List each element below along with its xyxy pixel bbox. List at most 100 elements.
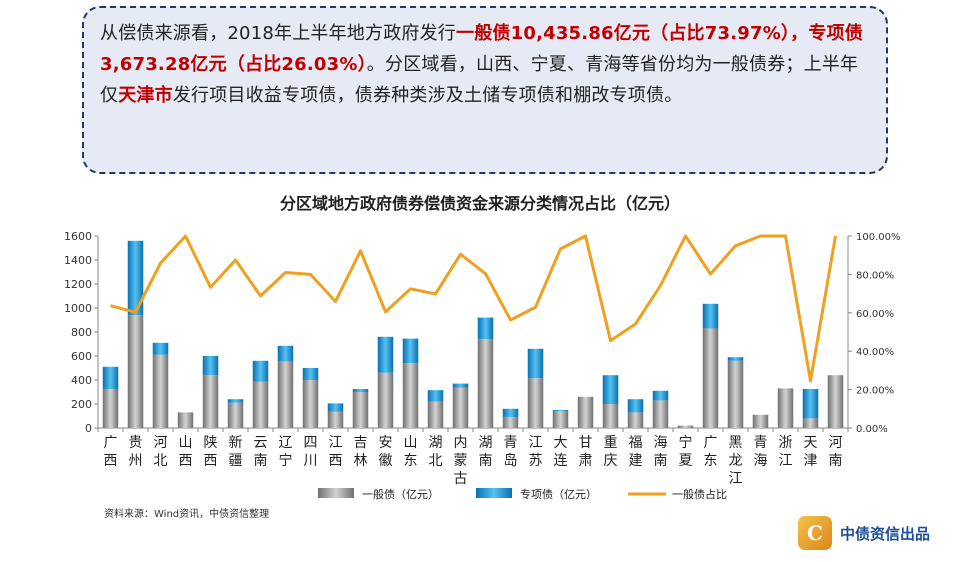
bar-general xyxy=(427,401,444,428)
bar-special xyxy=(402,338,419,364)
x-tick-label: 山 xyxy=(404,435,418,451)
x-tick-label: 天 xyxy=(804,435,818,451)
source-note: 资料来源：Wind资讯，中债资信整理 xyxy=(104,509,270,520)
x-tick-label: 岛 xyxy=(504,453,518,469)
x-tick-label: 夏 xyxy=(679,453,693,469)
x-tick-label: 徽 xyxy=(379,453,393,469)
y-left-tick-label: 1000 xyxy=(64,302,92,315)
chart-title: 分区域地方政府债券偿债资金来源分类情况占比（亿元） xyxy=(279,194,680,213)
bar-general xyxy=(527,378,544,428)
bar-general xyxy=(502,417,519,428)
x-tick-label: 青 xyxy=(754,435,768,451)
bar-special xyxy=(152,342,169,355)
bar-general xyxy=(202,375,219,428)
summary-box: 从偿债来源看，2018年上半年地方政府发行一般债10,435.86亿元（占比73… xyxy=(82,6,888,174)
y-left-tick-label: 200 xyxy=(71,398,92,411)
bar-special xyxy=(702,303,719,329)
bar-special xyxy=(227,399,244,403)
bar-special xyxy=(352,389,369,392)
bar-special xyxy=(202,356,219,376)
x-tick-label: 江 xyxy=(729,471,743,487)
bar-special xyxy=(427,390,444,402)
summary-seg-3: 。分区域看，山西、宁夏、青海等省份均为一般债券；上半年仅 xyxy=(100,54,859,106)
x-tick-label: 津 xyxy=(804,453,818,469)
x-tick-label: 新 xyxy=(229,435,243,451)
bar-general xyxy=(277,361,294,428)
summary-highlight-bonds: 一般债10,435.86亿元（占比73.97%），专项债3,673.28亿元（占… xyxy=(100,23,863,75)
y-left-tick-label: 1600 xyxy=(64,230,92,243)
x-tick-label: 宁 xyxy=(279,452,293,469)
bar-special xyxy=(127,240,144,316)
bar-general xyxy=(827,375,844,428)
y-right-tick-label: 20.00% xyxy=(856,386,894,397)
bar-special xyxy=(802,389,819,419)
x-tick-label: 山 xyxy=(179,435,193,451)
legend-swatch-general xyxy=(318,488,354,498)
bar-special xyxy=(602,375,619,404)
x-tick-label: 江 xyxy=(529,435,543,451)
x-tick-label: 川 xyxy=(304,453,318,469)
summary-highlight-tianjin: 天津市 xyxy=(118,85,173,106)
x-tick-label: 蒙 xyxy=(454,453,468,469)
bar-special xyxy=(502,408,519,418)
x-tick-label: 黑 xyxy=(729,435,743,451)
bar-general xyxy=(102,389,119,428)
y-left-tick-label: 600 xyxy=(71,350,92,363)
x-tick-label: 甘 xyxy=(579,435,593,451)
x-tick-label: 安 xyxy=(379,435,393,451)
x-tick-label: 青 xyxy=(504,435,518,451)
x-tick-label: 古 xyxy=(454,471,468,487)
x-tick-label: 南 xyxy=(829,453,843,469)
bar-general xyxy=(627,412,644,428)
bar-general xyxy=(777,388,794,428)
bar-general xyxy=(152,354,169,428)
bar-special xyxy=(727,357,744,361)
brand-logo-icon: C xyxy=(798,516,832,550)
x-tick-label: 南 xyxy=(479,453,493,469)
x-tick-label: 内 xyxy=(454,435,468,451)
x-tick-label: 州 xyxy=(129,453,143,469)
x-tick-label: 建 xyxy=(629,453,643,469)
summary-text: 从偿债来源看，2018年上半年地方政府发行一般债10,435.86亿元（占比73… xyxy=(100,18,872,111)
x-tick-label: 重 xyxy=(604,435,618,451)
bar-general xyxy=(227,402,244,428)
y-right-tick-label: 80.00% xyxy=(856,270,894,281)
bar-general xyxy=(602,404,619,428)
x-tick-label: 贵 xyxy=(129,435,143,451)
bar-special xyxy=(252,360,269,382)
x-tick-label: 龙 xyxy=(729,453,743,469)
bar-special xyxy=(277,345,294,362)
bar-general xyxy=(127,315,144,428)
x-tick-label: 云 xyxy=(254,435,268,451)
bar-special xyxy=(377,336,394,373)
x-tick-label: 南 xyxy=(654,453,668,469)
x-tick-label: 辽 xyxy=(279,435,293,451)
x-tick-label: 宁 xyxy=(679,434,693,451)
bar-special xyxy=(452,383,469,388)
legend-label-ratio: 一般债占比 xyxy=(672,487,727,501)
y-right-tick-label: 0.00% xyxy=(856,424,888,435)
x-tick-label: 广 xyxy=(104,435,118,451)
bar-general xyxy=(177,412,194,428)
bar-general xyxy=(252,381,269,428)
bar-special xyxy=(302,368,319,380)
bar-general xyxy=(577,396,594,428)
bar-special xyxy=(527,348,544,379)
bar-general xyxy=(352,392,369,428)
x-tick-label: 海 xyxy=(654,435,668,451)
bar-general xyxy=(702,328,719,428)
x-tick-label: 西 xyxy=(204,453,218,469)
y-left-tick-label: 1400 xyxy=(64,254,92,267)
x-tick-label: 湖 xyxy=(479,435,493,451)
x-tick-label: 湖 xyxy=(429,435,443,451)
x-tick-label: 浙 xyxy=(779,435,793,451)
x-tick-label: 西 xyxy=(329,453,343,469)
bar-general xyxy=(327,411,344,428)
summary-seg-5: 发行项目收益专项债，债券种类涉及土储专项债和棚改专项债。 xyxy=(172,85,683,106)
bar-special xyxy=(627,399,644,413)
x-tick-label: 陕 xyxy=(204,435,218,451)
y-right-tick-label: 40.00% xyxy=(856,347,894,358)
bar-special xyxy=(102,366,119,389)
bar-special xyxy=(652,390,669,401)
